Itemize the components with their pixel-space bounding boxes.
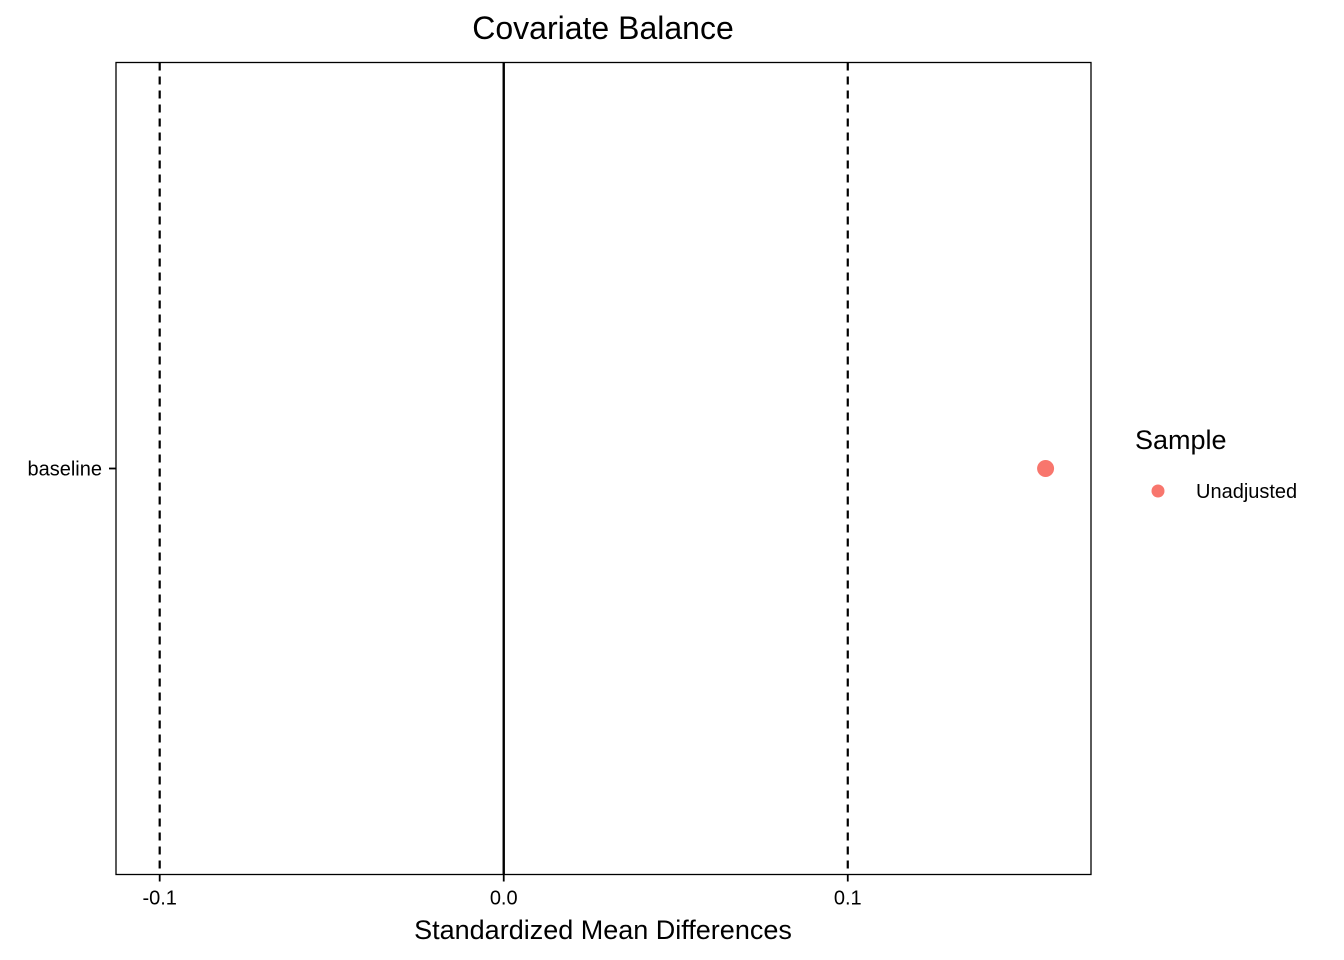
y-tick-label: baseline (27, 459, 102, 481)
x-axis: -0.1 0.0 0.1 (142, 874, 862, 910)
legend-key (1151, 484, 1165, 498)
chart-title: Covariate Balance (472, 10, 733, 46)
plot-panel (115, 61, 1092, 876)
y-axis: baseline (27, 459, 116, 481)
legend-title: Sample (1135, 425, 1227, 455)
legend-label: Unadjusted (1196, 481, 1297, 503)
x-axis-title: Standardized Mean Differences (414, 915, 792, 945)
x-tick-label: 0.0 (490, 888, 518, 910)
data-point (1037, 460, 1055, 477)
legend: Sample Unadjusted (1135, 425, 1297, 503)
reference-lines (158, 62, 849, 875)
x-tick-label: -0.1 (142, 888, 176, 910)
data-points (1037, 460, 1055, 477)
x-tick-label: 0.1 (834, 888, 862, 910)
legend-items: Unadjusted (1151, 481, 1297, 503)
